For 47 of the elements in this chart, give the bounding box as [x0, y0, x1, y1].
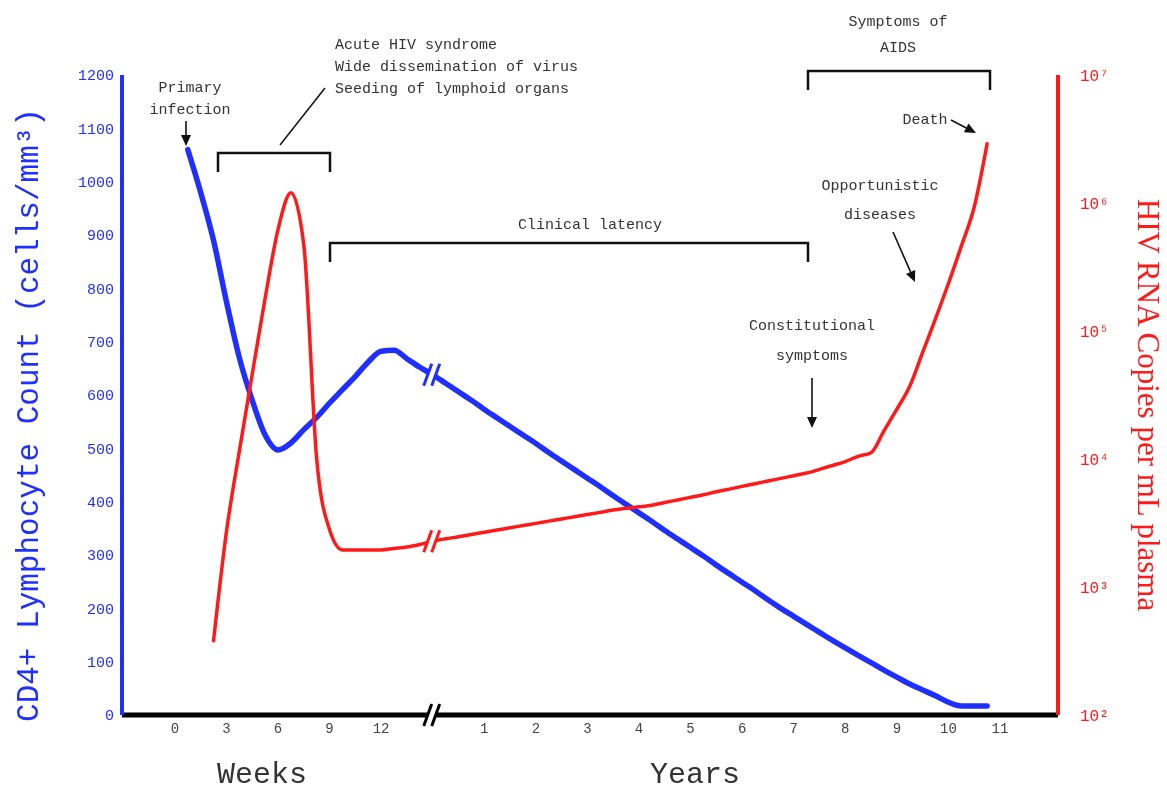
x-tick-label: 6	[273, 720, 283, 737]
line-series	[211, 142, 989, 643]
y-tick-label: 0	[104, 708, 114, 726]
y2-axis-title: HIV RNA Copies per mL plasma	[1130, 198, 1166, 612]
x-tick-label: 4	[634, 720, 644, 737]
x-tick-label: 3	[583, 720, 592, 737]
y-tick-label: 100	[86, 654, 114, 672]
annotation: Primary infection	[149, 79, 231, 119]
y-tick-label: 300	[86, 548, 114, 566]
annotation: Constitutional symptoms	[748, 317, 876, 365]
y2-tick-label: 10⁴	[1080, 451, 1109, 470]
x-tick-label: 5	[686, 720, 695, 737]
x-tick-label: 0	[170, 720, 180, 737]
text: Symptoms of AIDS	[848, 13, 948, 57]
text: Weeks	[216, 757, 308, 792]
x-tick-label: 12	[372, 720, 390, 737]
y2-tick-label: 10⁷	[1080, 67, 1109, 86]
y-tick-label: 900	[86, 228, 114, 246]
y-tick-label: 1100	[77, 121, 114, 139]
x-tick-label: 3	[222, 720, 231, 737]
y2-tick-label: 10⁵	[1080, 323, 1109, 342]
x-tick-label: 9	[325, 720, 334, 737]
annotation: Opportunistic diseases	[821, 177, 939, 224]
annotation: Clinical latency	[517, 216, 663, 234]
annotation: Acute HIV syndrome Wide dissemination of virus Seeding of lymphoid organs	[335, 36, 579, 98]
y-tick-label: 200	[86, 601, 114, 619]
y-tick-label: 700	[86, 334, 114, 352]
annotation: Death	[902, 111, 948, 129]
text: Years	[649, 757, 741, 792]
y-tick-label: 400	[86, 494, 114, 512]
y2-tick-label: 10³	[1080, 579, 1109, 598]
y-tick-label: 500	[86, 441, 114, 459]
y-tick-label: 800	[86, 281, 114, 299]
y-tick-label: 1200	[77, 68, 114, 86]
y-tick-label: 1000	[77, 174, 114, 192]
x-tick-label: 6	[737, 720, 747, 737]
y-tick-label: 600	[86, 388, 114, 406]
x-tick-label: 11	[991, 720, 1009, 737]
x-tick-label: 2	[531, 720, 541, 737]
y-axis-title: CD4+ Lymphocyte Count (cells/mm³)	[12, 108, 48, 722]
x-tick-label: 8	[841, 720, 850, 737]
y2-tick-label: 10²	[1080, 707, 1109, 726]
x-tick-label: 1	[480, 720, 489, 737]
x-tick-label: 10	[940, 720, 957, 737]
x-tick-label: 7	[789, 720, 798, 737]
y2-tick-label: 10⁶	[1080, 195, 1109, 214]
x-tick-label: 9	[892, 720, 902, 737]
